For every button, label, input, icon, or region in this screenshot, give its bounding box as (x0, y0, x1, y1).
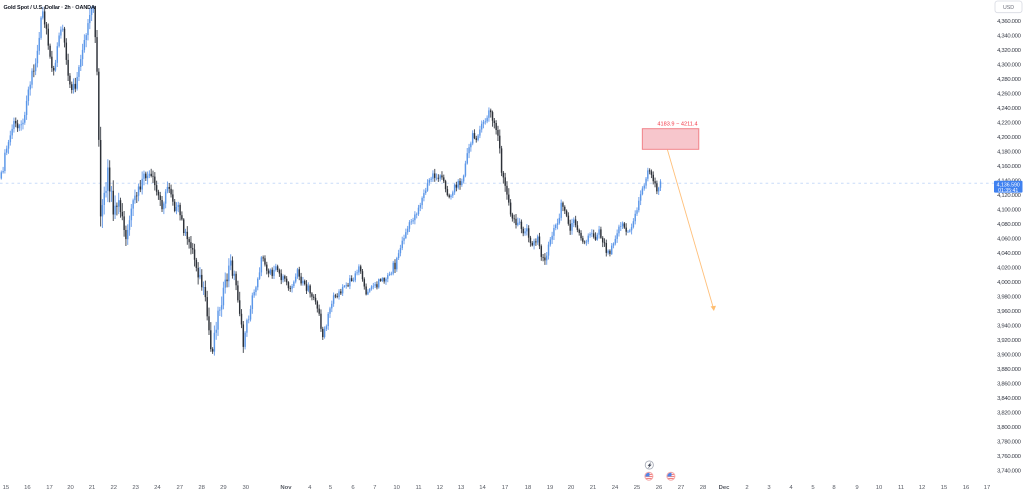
svg-text:4,080.000: 4,080.000 (997, 222, 1022, 228)
svg-text:18: 18 (525, 485, 532, 491)
svg-text:20: 20 (568, 485, 575, 491)
svg-text:20: 20 (67, 485, 74, 491)
svg-text:26: 26 (656, 485, 663, 491)
svg-text:4,040.000: 4,040.000 (997, 251, 1022, 257)
svg-text:4,180.000: 4,180.000 (997, 149, 1022, 155)
svg-text:4,340.000: 4,340.000 (997, 33, 1022, 39)
svg-text:19: 19 (547, 485, 554, 491)
svg-text:21: 21 (590, 485, 597, 491)
svg-text:7: 7 (373, 485, 376, 491)
svg-text:4,360.000: 4,360.000 (997, 19, 1022, 25)
svg-text:28: 28 (700, 485, 707, 491)
svg-text:8: 8 (832, 485, 836, 491)
svg-text:2: 2 (745, 485, 748, 491)
svg-text:3,960.000: 3,960.000 (997, 309, 1022, 315)
svg-text:22: 22 (111, 485, 118, 491)
svg-text:27: 27 (177, 485, 184, 491)
svg-text:16: 16 (963, 485, 970, 491)
svg-text:3,740.000: 3,740.000 (997, 468, 1022, 474)
svg-text:3,900.000: 3,900.000 (997, 352, 1022, 358)
svg-text:15: 15 (3, 485, 10, 491)
svg-text:9: 9 (855, 485, 858, 491)
svg-text:3,800.000: 3,800.000 (997, 425, 1022, 431)
svg-text:3,840.000: 3,840.000 (997, 396, 1022, 402)
svg-text:4,220.000: 4,220.000 (997, 120, 1022, 126)
svg-text:14: 14 (479, 485, 486, 491)
svg-text:25: 25 (634, 485, 641, 491)
svg-text:4,000.000: 4,000.000 (997, 280, 1022, 286)
svg-text:4,136.590: 4,136.590 (997, 183, 1020, 189)
svg-text:12: 12 (919, 485, 926, 491)
svg-text:4,020.000: 4,020.000 (997, 265, 1022, 271)
svg-text:17: 17 (984, 485, 991, 491)
svg-text:4,120.000: 4,120.000 (997, 193, 1022, 199)
svg-text:3,860.000: 3,860.000 (997, 381, 1022, 387)
svg-text:10: 10 (876, 485, 883, 491)
svg-text:3,760.000: 3,760.000 (997, 454, 1022, 460)
svg-text:Gold Spot / U.S. Dollar · 2h ·: Gold Spot / U.S. Dollar · 2h · OANDA (4, 5, 96, 11)
svg-text:4,320.000: 4,320.000 (997, 48, 1022, 54)
svg-text:4,240.000: 4,240.000 (997, 106, 1022, 112)
svg-text:30: 30 (243, 485, 250, 491)
svg-text:11: 11 (415, 485, 421, 491)
svg-text:4,260.000: 4,260.000 (997, 91, 1022, 97)
svg-text:4: 4 (789, 485, 793, 491)
svg-text:01:35:41: 01:35:41 (998, 188, 1018, 194)
svg-text:3,780.000: 3,780.000 (997, 439, 1022, 445)
svg-text:17: 17 (502, 485, 509, 491)
svg-text:24: 24 (154, 485, 161, 491)
svg-text:23: 23 (132, 485, 139, 491)
svg-text:16: 16 (24, 485, 31, 491)
svg-text:4,060.000: 4,060.000 (997, 236, 1022, 242)
svg-text:29: 29 (220, 485, 227, 491)
svg-text:28: 28 (198, 485, 205, 491)
svg-text:4: 4 (308, 485, 312, 491)
svg-text:12: 12 (437, 485, 444, 491)
svg-text:Nov: Nov (280, 485, 292, 491)
svg-text:27: 27 (678, 485, 685, 491)
svg-text:4,280.000: 4,280.000 (997, 77, 1022, 83)
svg-text:4,160.000: 4,160.000 (997, 164, 1022, 170)
svg-text:USD: USD (1003, 5, 1014, 11)
svg-text:3: 3 (767, 485, 771, 491)
svg-text:3,940.000: 3,940.000 (997, 323, 1022, 329)
svg-text:5: 5 (811, 485, 815, 491)
svg-text:13: 13 (458, 485, 465, 491)
svg-text:4183.9 − 4211.4: 4183.9 − 4211.4 (657, 122, 697, 128)
svg-text:4,300.000: 4,300.000 (997, 62, 1022, 68)
svg-text:3,920.000: 3,920.000 (997, 338, 1022, 344)
svg-text:Dec: Dec (719, 485, 731, 491)
svg-text:3,980.000: 3,980.000 (997, 294, 1022, 300)
svg-text:3,820.000: 3,820.000 (997, 410, 1022, 416)
svg-text:3,880.000: 3,880.000 (997, 367, 1022, 373)
svg-text:11: 11 (898, 485, 904, 491)
svg-text:4,200.000: 4,200.000 (997, 135, 1022, 141)
svg-text:21: 21 (89, 485, 96, 491)
svg-text:24: 24 (612, 485, 619, 491)
svg-text:5: 5 (329, 485, 333, 491)
svg-text:4,100.000: 4,100.000 (997, 207, 1022, 213)
svg-text:17: 17 (46, 485, 53, 491)
svg-text:6: 6 (351, 485, 355, 491)
svg-text:15: 15 (941, 485, 948, 491)
svg-text:10: 10 (393, 485, 400, 491)
